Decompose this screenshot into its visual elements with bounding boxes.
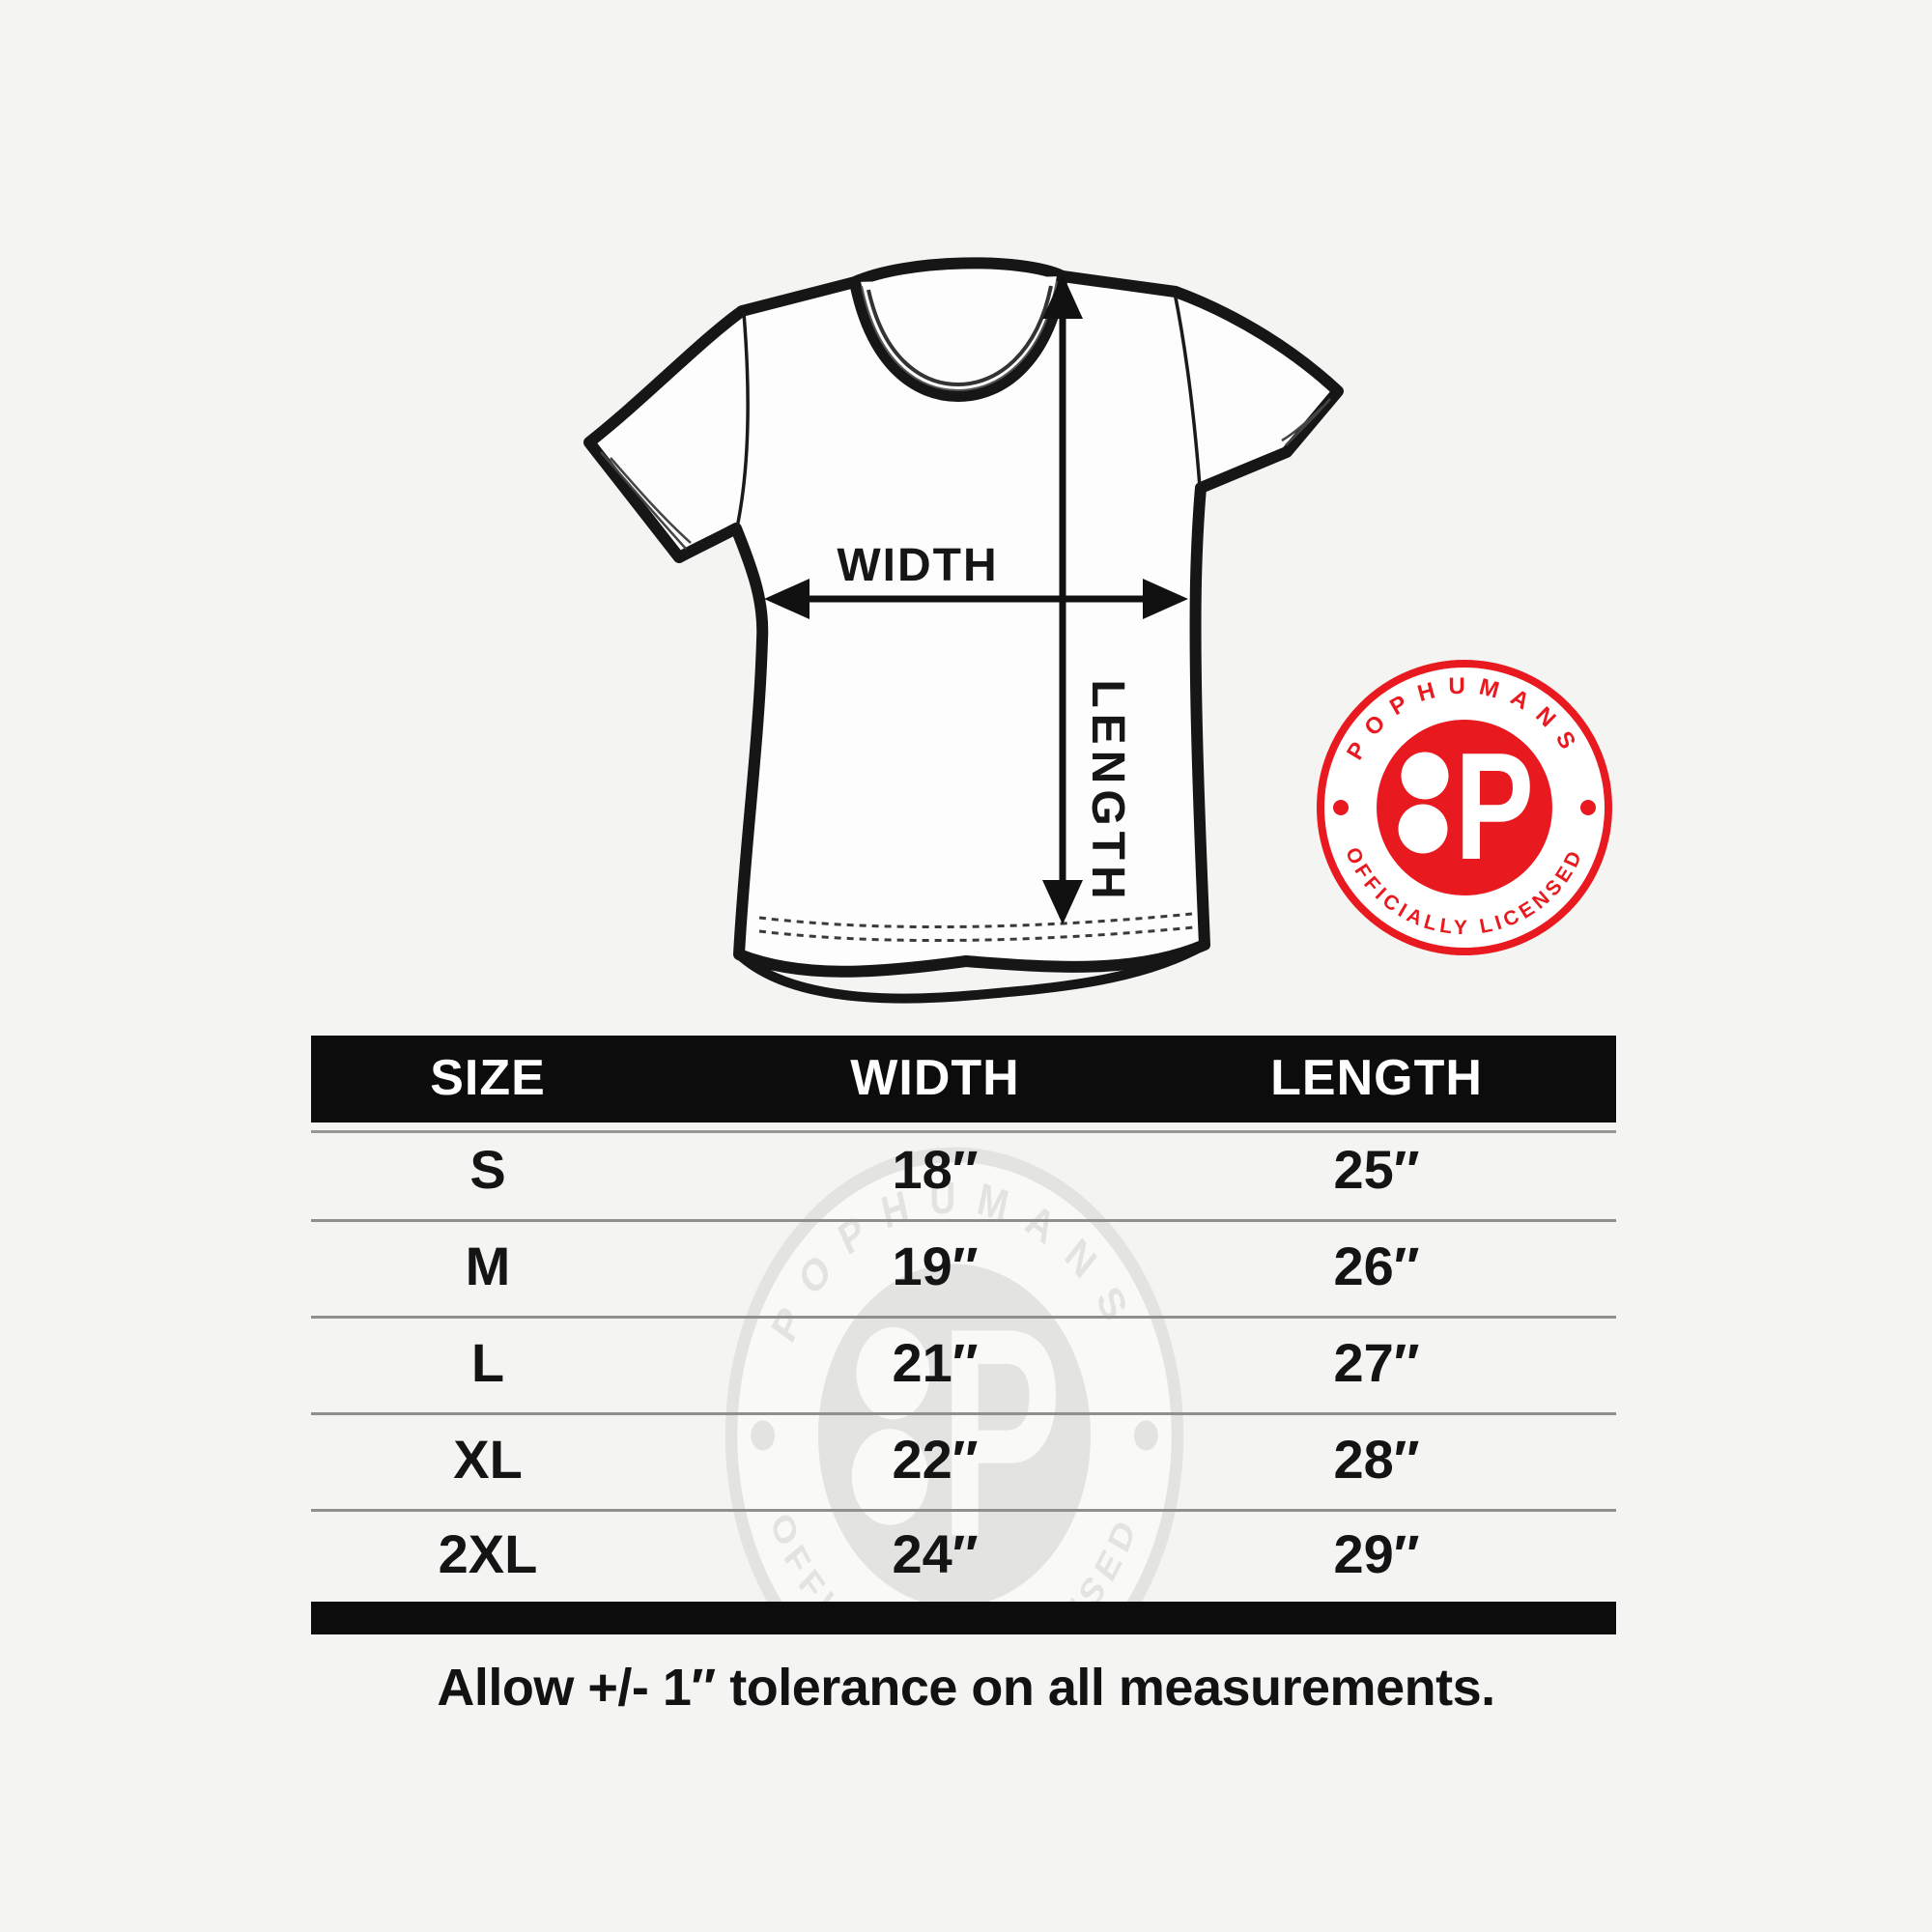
length-label: LENGTH: [1082, 679, 1133, 904]
cell-width: 22″: [892, 1429, 979, 1491]
left-shoulder-seam: [735, 312, 750, 528]
tolerance-note: Allow +/- 1″ tolerance on all measuremen…: [437, 1659, 1495, 1717]
column-header-size: SIZE: [430, 1049, 546, 1106]
tshirt-hem-roll: [734, 940, 1209, 1004]
cell-size: L: [470, 1332, 505, 1394]
size-table: SIZE WIDTH LENGTH S 18″ 25″ M 19″ 26″ L …: [311, 1036, 1616, 1634]
width-arrow: [764, 579, 1188, 619]
tshirt-diagram: WIDTH LENGTH: [583, 257, 1344, 1004]
row-separator: [311, 1509, 1616, 1512]
cell-width: 18″: [892, 1139, 979, 1201]
cell-size: M: [465, 1236, 511, 1297]
column-header-length: LENGTH: [1270, 1049, 1483, 1106]
cell-length: 26″: [1333, 1236, 1420, 1297]
cell-size: 2XL: [438, 1523, 538, 1585]
table-row: XL 22″ 28″: [311, 1412, 1616, 1509]
column-header-width: WIDTH: [850, 1049, 1020, 1106]
width-label: WIDTH: [837, 540, 998, 591]
collar-band-line: [867, 285, 1053, 387]
table-header: SIZE WIDTH LENGTH: [311, 1036, 1616, 1122]
right-cuff-stitch: [1281, 398, 1331, 446]
cell-width: 24″: [892, 1523, 979, 1585]
cell-length: 28″: [1333, 1429, 1420, 1491]
row-separator: [311, 1316, 1616, 1319]
table-row: S 18″ 25″: [311, 1122, 1616, 1219]
header-underline: [311, 1130, 1616, 1133]
tshirt-outline: [583, 257, 1344, 978]
cell-size: XL: [453, 1429, 523, 1491]
row-separator: [311, 1412, 1616, 1415]
length-arrow: [1042, 274, 1083, 924]
row-separator: [311, 1219, 1616, 1222]
table-footer-bar: [311, 1602, 1616, 1634]
brand-badge: [1321, 664, 1608, 952]
cell-size: S: [469, 1139, 506, 1201]
cell-length: 29″: [1333, 1523, 1420, 1585]
cell-width: 19″: [892, 1236, 979, 1297]
table-row: 2XL 24″ 29″: [311, 1509, 1616, 1602]
table-row: M 19″ 26″: [311, 1219, 1616, 1316]
table-row: L 21″ 27″: [311, 1316, 1616, 1412]
cell-width: 21″: [892, 1332, 979, 1394]
cell-length: 27″: [1333, 1332, 1420, 1394]
collar-band-thin-line: [861, 280, 1058, 392]
cell-length: 25″: [1333, 1139, 1420, 1201]
right-shoulder-seam: [1173, 292, 1202, 488]
hem-stitch-dashes: [758, 912, 1195, 943]
left-cuff-stitch: [600, 451, 692, 550]
